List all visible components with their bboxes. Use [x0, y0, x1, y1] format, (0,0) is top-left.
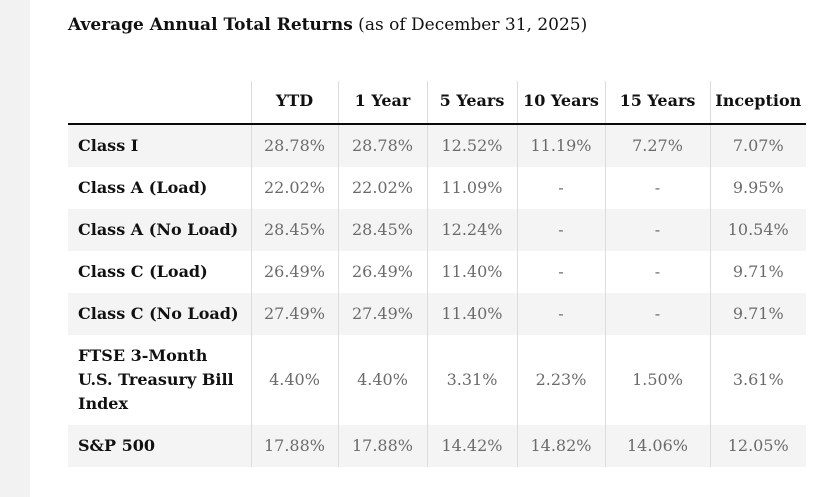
value-cell: 7.07%: [709, 124, 806, 168]
value-cell: 26.49%: [250, 251, 338, 294]
table-row: Class A (Load) 22.02% 22.02% 11.09% - -9.95%: [68, 167, 806, 210]
row-label: S&P 500: [78, 436, 155, 456]
value-cell: -: [516, 209, 605, 252]
value-cell: 11.40%: [426, 251, 517, 294]
row-label: FTSE 3-Month U.S. Treasury Bill Index: [78, 346, 234, 414]
page-content: Average Annual Total Returns (as of Dece…: [68, 0, 808, 468]
value-cell: -: [516, 293, 605, 336]
page-title: Average Annual Total Returns (as of Dece…: [68, 14, 808, 36]
page-title-suffix: (as of December 31, 2025): [352, 15, 588, 35]
value-cell: 27.49%: [250, 293, 338, 336]
table-body: Class I 28.78% 28.78% 12.52% 11.19% 7.27% 7.07…: [68, 124, 806, 468]
row-label: Class C (No Load): [78, 304, 239, 324]
value-cell: 12.05%: [709, 425, 806, 468]
table-row: Class C (Load) 26.49% 26.49% 11.40% - -9.71%: [68, 251, 806, 294]
table-row: Class A (No Load) 28.45% 28.45% 12.24% - -10.…: [68, 209, 806, 252]
value-cell: 17.88%: [250, 425, 338, 468]
value-cell: -: [604, 209, 710, 252]
value-cell: -: [516, 251, 605, 294]
table-row: S&P 500 17.88% 17.88% 14.42% 14.82% 14.06% 12.…: [68, 425, 806, 468]
column-header: 1 Year: [337, 81, 427, 125]
value-cell: -: [516, 167, 605, 210]
table-row: FTSE 3-Month U.S. Treasury Bill Index 4.4…: [68, 335, 806, 426]
value-cell: 22.02%: [250, 167, 338, 210]
table-row: Class C (No Load) 27.49% 27.49% 11.40% - -9.7…: [68, 293, 806, 336]
row-label: Class A (Load): [78, 178, 208, 198]
value-cell: 22.02%: [337, 167, 427, 210]
value-cell: 28.78%: [337, 124, 427, 168]
value-cell: 4.40%: [250, 335, 338, 426]
value-cell: 27.49%: [337, 293, 427, 336]
value-cell: 3.31%: [426, 335, 517, 426]
value-cell: 14.82%: [516, 425, 605, 468]
column-header: 15 Years: [604, 81, 710, 125]
page-title-main: Average Annual Total Returns: [68, 15, 353, 35]
column-header: Inception: [709, 81, 806, 125]
value-cell: 26.49%: [337, 251, 427, 294]
header-row: YTD 1 Year 5 Years 10 Years 15 Years Inceptio…: [68, 81, 806, 125]
table-row: Class I 28.78% 28.78% 12.52% 11.19% 7.27% 7.07…: [68, 124, 806, 168]
row-label: Class A (No Load): [78, 220, 239, 240]
value-cell: 9.95%: [709, 167, 806, 210]
value-cell: 17.88%: [337, 425, 427, 468]
value-cell: 11.09%: [426, 167, 517, 210]
value-cell: 28.45%: [337, 209, 427, 252]
row-label: Class C (Load): [78, 262, 208, 282]
value-cell: 11.40%: [426, 293, 517, 336]
left-gutter: [0, 0, 30, 497]
column-header: 5 Years: [426, 81, 517, 125]
value-cell: 7.27%: [604, 124, 710, 168]
value-cell: 9.71%: [709, 251, 806, 294]
returns-table: YTD 1 Year 5 Years 10 Years 15 Years Inceptio…: [68, 81, 806, 468]
value-cell: 10.54%: [709, 209, 806, 252]
column-header: 10 Years: [516, 81, 605, 125]
value-cell: 2.23%: [516, 335, 605, 426]
value-cell: 9.71%: [709, 293, 806, 336]
corner-cell: [68, 81, 251, 125]
value-cell: 14.06%: [604, 425, 710, 468]
value-cell: 14.42%: [426, 425, 517, 468]
column-header: YTD: [250, 81, 338, 125]
row-label: Class I: [78, 136, 139, 156]
value-cell: 4.40%: [337, 335, 427, 426]
value-cell: 3.61%: [709, 335, 806, 426]
value-cell: 28.45%: [250, 209, 338, 252]
value-cell: 12.52%: [426, 124, 517, 168]
value-cell: -: [604, 167, 710, 210]
value-cell: -: [604, 293, 710, 336]
value-cell: 12.24%: [426, 209, 517, 252]
value-cell: 28.78%: [250, 124, 338, 168]
value-cell: 1.50%: [604, 335, 710, 426]
value-cell: -: [604, 251, 710, 294]
value-cell: 11.19%: [516, 124, 605, 168]
